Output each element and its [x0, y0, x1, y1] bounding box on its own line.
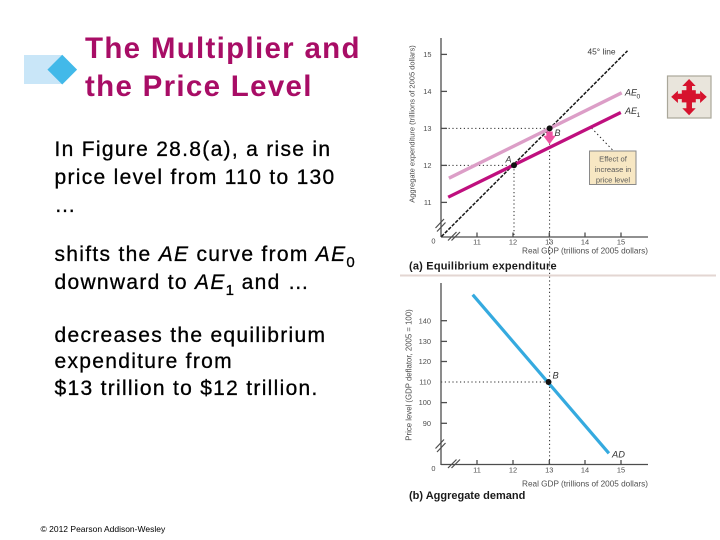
svg-text:140: 140 — [419, 316, 431, 325]
svg-text:Price level (GDP deflator, 200: Price level (GDP deflator, 2005 = 100) — [405, 309, 414, 441]
svg-text:B: B — [555, 128, 561, 138]
svg-text:12: 12 — [509, 466, 517, 475]
svg-text:price level: price level — [596, 176, 630, 185]
svg-text:110: 110 — [419, 378, 431, 387]
svg-text:A: A — [505, 155, 512, 165]
svg-text:13: 13 — [423, 124, 431, 133]
svg-text:Real GDP (trillions of 2005 do: Real GDP (trillions of 2005 dollars) — [522, 480, 648, 489]
svg-text:100: 100 — [419, 398, 431, 407]
svg-text:90: 90 — [423, 419, 431, 428]
svg-text:15: 15 — [617, 238, 625, 247]
svg-text:1: 1 — [637, 112, 641, 119]
svg-text:0: 0 — [431, 237, 435, 246]
svg-text:B: B — [553, 371, 559, 381]
svg-text:13: 13 — [545, 238, 553, 247]
svg-text:14: 14 — [581, 238, 589, 247]
svg-text:11: 11 — [473, 466, 481, 475]
svg-text:11: 11 — [473, 238, 481, 247]
svg-text:14: 14 — [581, 466, 589, 475]
svg-text:(b) Aggregate demand: (b) Aggregate demand — [409, 490, 525, 502]
svg-text:120: 120 — [419, 357, 431, 366]
svg-text:AE: AE — [624, 106, 638, 116]
svg-text:(a) Equilibrium expenditure: (a) Equilibrium expenditure — [409, 261, 557, 273]
svg-text:11: 11 — [424, 198, 432, 207]
svg-text:45° line: 45° line — [587, 47, 615, 57]
svg-text:0: 0 — [431, 464, 435, 473]
svg-text:12: 12 — [509, 238, 517, 247]
svg-text:130: 130 — [419, 337, 431, 346]
svg-text:increase in: increase in — [595, 165, 632, 174]
svg-text:AE: AE — [624, 88, 638, 98]
svg-text:Real GDP (trillions of 2005 do: Real GDP (trillions of 2005 dollars) — [522, 247, 648, 256]
svg-text:Aggregate expenditure (trillio: Aggregate expenditure (trillions of 2005… — [408, 45, 417, 203]
svg-text:0: 0 — [637, 94, 641, 101]
svg-text:14: 14 — [423, 87, 431, 96]
svg-text:Effect of: Effect of — [599, 155, 628, 164]
svg-text:12: 12 — [423, 161, 431, 170]
svg-text:AD: AD — [611, 450, 625, 460]
svg-text:15: 15 — [617, 466, 625, 475]
svg-text:13: 13 — [545, 466, 553, 475]
svg-text:15: 15 — [423, 50, 431, 59]
